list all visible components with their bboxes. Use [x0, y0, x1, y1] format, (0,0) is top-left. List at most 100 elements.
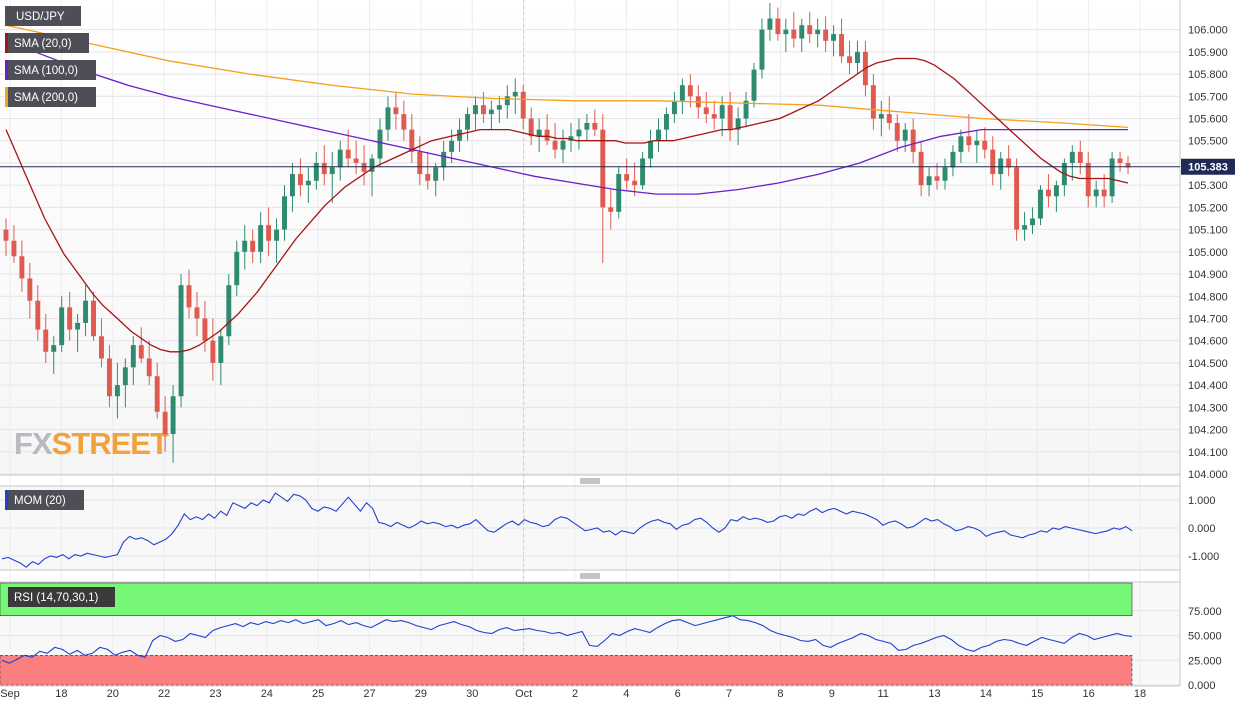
candle-body: [974, 140, 980, 146]
bearish-candle: [520, 85, 526, 130]
candle-body: [170, 396, 176, 435]
bearish-candle: [1101, 174, 1107, 208]
rsi-tick-label: 25.000: [1188, 655, 1222, 667]
bullish-candle: [831, 25, 837, 57]
candle-body: [488, 109, 494, 115]
date-tick-label: 23: [209, 688, 221, 700]
candle-body: [250, 240, 256, 252]
candle-body: [449, 140, 455, 152]
candle-body: [592, 122, 598, 130]
date-tick-label: 22: [158, 688, 170, 700]
candle-body: [353, 158, 359, 163]
bullish-candle: [329, 151, 335, 203]
candle-body: [226, 285, 232, 337]
bullish-candle: [170, 385, 176, 463]
bullish-candle: [289, 162, 295, 212]
candle-body: [67, 307, 73, 330]
bearish-candle: [1085, 151, 1091, 208]
bullish-candle: [1022, 211, 1028, 241]
candle-body: [305, 180, 311, 186]
price-tick-label: 104.900: [1188, 269, 1228, 281]
mom-label: MOM (20): [14, 495, 66, 507]
candle-body: [958, 136, 964, 152]
candle-body: [1109, 158, 1115, 197]
candle-body: [966, 136, 972, 146]
legend-symbol[interactable]: USD/JPY: [5, 6, 81, 26]
candle-body: [297, 174, 303, 186]
bearish-candle: [35, 285, 41, 341]
candle-body: [465, 114, 470, 130]
main-gridlines: [0, 29, 1180, 475]
candle-body: [345, 149, 351, 159]
bearish-candle: [162, 396, 168, 452]
price-tick-label: 104.000: [1188, 469, 1228, 481]
candle-body: [130, 345, 136, 368]
date-tick-label: 4: [623, 688, 629, 700]
mom-pane-resize-handle[interactable]: [580, 478, 600, 484]
candle-body: [369, 158, 375, 172]
bearish-candle: [43, 314, 49, 363]
candle-body: [234, 251, 240, 286]
bearish-candle: [99, 318, 104, 368]
bearish-candle: [146, 340, 152, 386]
candle-body: [982, 140, 988, 150]
bullish-candle: [1030, 207, 1035, 235]
candle-body: [950, 151, 956, 168]
candle-body: [1030, 218, 1035, 226]
date-tick-label: 25: [312, 688, 324, 700]
bullish-candle: [234, 240, 240, 297]
main-panel-background: [0, 0, 1180, 475]
candle-body: [218, 336, 224, 363]
sma-100-label: SMA (100,0): [14, 65, 78, 77]
candle-body: [751, 69, 757, 101]
price-tick-label: 105.900: [1188, 47, 1228, 59]
legend-sma-200[interactable]: SMA (200,0): [5, 87, 96, 107]
mom-gridlines: [0, 499, 1180, 557]
bearish-candle: [910, 118, 916, 163]
bearish-candle: [544, 114, 550, 146]
candle-body: [775, 18, 781, 35]
mom-tick-label: 1.000: [1188, 495, 1216, 507]
bearish-candle: [894, 114, 900, 152]
bullish-candle: [114, 362, 120, 419]
bearish-candle: [1125, 156, 1131, 175]
bearish-candle: [3, 218, 9, 257]
bearish-candle: [624, 158, 630, 190]
sma-20-swatch: [5, 33, 8, 53]
bullish-candle: [369, 154, 375, 197]
bullish-candle: [926, 167, 932, 197]
legend-rsi[interactable]: RSI (14,70,30,1): [5, 587, 115, 607]
candle-body: [321, 162, 327, 175]
date-tick-label: 15: [1031, 688, 1043, 700]
date-tick-label: 18: [1134, 688, 1146, 700]
candle-body: [632, 180, 638, 186]
bullish-candle: [496, 96, 502, 123]
bullish-candle: [75, 314, 81, 352]
candle-body: [1038, 189, 1043, 219]
candle-body: [385, 107, 391, 130]
legend-sma-100[interactable]: SMA (100,0): [5, 60, 96, 80]
price-tick-label: 105.600: [1188, 114, 1228, 126]
bullish-candle: [337, 140, 343, 181]
bearish-candle: [1014, 158, 1020, 241]
bearish-candle: [297, 158, 303, 197]
rsi-pane-resize-handle[interactable]: [580, 573, 600, 579]
legend-sma-20[interactable]: SMA (20,0): [5, 33, 89, 53]
candle-body: [854, 51, 860, 63]
candle-body: [791, 29, 797, 39]
candle-body: [544, 129, 550, 141]
bearish-candle: [106, 345, 112, 408]
price-tick-label: 104.800: [1188, 291, 1228, 303]
bearish-candle: [210, 318, 216, 381]
candle-body: [656, 129, 661, 141]
candle-body: [727, 105, 733, 130]
legend-mom[interactable]: MOM (20): [5, 490, 84, 510]
bearish-candle: [1006, 145, 1012, 177]
bearish-candle: [19, 240, 25, 292]
candle-body: [75, 322, 81, 330]
candle-body: [361, 162, 367, 172]
bullish-candle: [449, 129, 455, 163]
price-tick-label: 104.500: [1188, 358, 1228, 370]
candle-body: [894, 122, 900, 141]
bearish-candle: [202, 300, 208, 352]
